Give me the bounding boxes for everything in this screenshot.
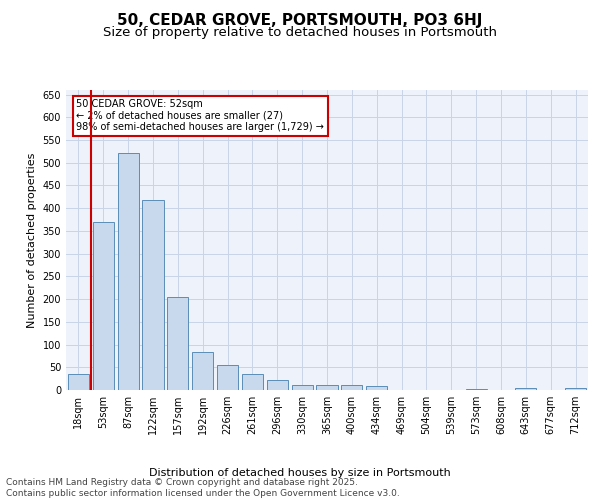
Bar [217, 365, 238, 390]
Text: Size of property relative to detached houses in Portsmouth: Size of property relative to detached ho… [103, 26, 497, 39]
Text: 50 CEDAR GROVE: 52sqm
← 2% of detached houses are smaller (27)
98% of semi-detac: 50 CEDAR GROVE: 52sqm ← 2% of detached h… [76, 99, 325, 132]
Bar [515, 388, 536, 390]
Bar [242, 374, 263, 390]
Bar [316, 386, 338, 390]
Bar [366, 386, 387, 390]
Text: Distribution of detached houses by size in Portsmouth: Distribution of detached houses by size … [149, 468, 451, 477]
Bar [93, 222, 114, 390]
Bar [192, 352, 213, 390]
Y-axis label: Number of detached properties: Number of detached properties [27, 152, 37, 328]
Bar [142, 200, 164, 390]
Text: Contains HM Land Registry data © Crown copyright and database right 2025.
Contai: Contains HM Land Registry data © Crown c… [6, 478, 400, 498]
Bar [267, 380, 288, 390]
Bar [118, 152, 139, 390]
Bar [292, 384, 313, 390]
Bar [466, 388, 487, 390]
Bar [68, 374, 89, 390]
Bar [341, 386, 362, 390]
Bar [167, 297, 188, 390]
Text: 50, CEDAR GROVE, PORTSMOUTH, PO3 6HJ: 50, CEDAR GROVE, PORTSMOUTH, PO3 6HJ [118, 12, 482, 28]
Bar [565, 388, 586, 390]
